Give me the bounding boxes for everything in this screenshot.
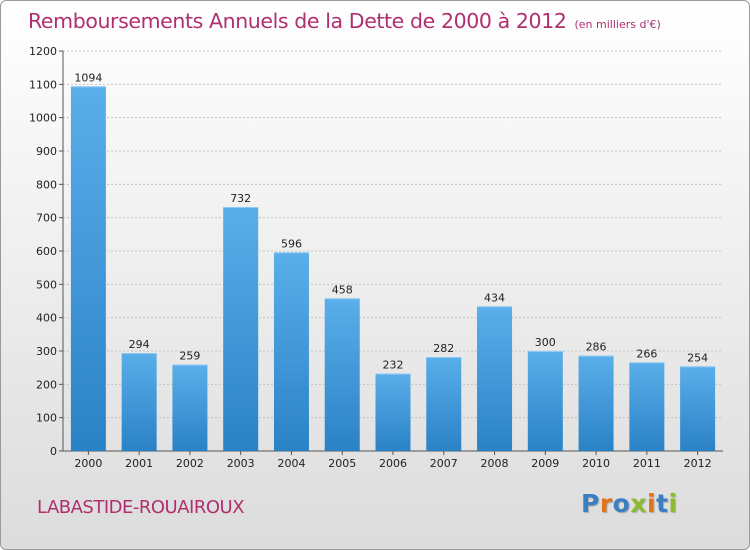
- data-label: 434: [484, 291, 505, 304]
- bar-group: 458: [324, 283, 360, 451]
- y-tick-label: 1000: [29, 112, 57, 125]
- y-tick-label: 1100: [29, 78, 57, 91]
- data-label: 458: [332, 283, 353, 296]
- y-tick-label: 400: [36, 312, 57, 325]
- bar-group: 266: [629, 347, 665, 451]
- data-label: 732: [230, 192, 251, 205]
- bar: [527, 351, 563, 451]
- x-tick-label: 2000: [74, 457, 102, 470]
- bar-group: 300: [527, 336, 563, 451]
- y-tick-label: 500: [36, 278, 57, 291]
- x-tick-label: 2005: [328, 457, 356, 470]
- logo-letter: t: [656, 489, 669, 518]
- bar: [273, 252, 309, 451]
- bar-group: 294: [121, 338, 157, 451]
- x-tick-label: 2007: [430, 457, 458, 470]
- y-tick-label: 800: [36, 178, 57, 191]
- bar-group: 254: [680, 351, 716, 451]
- y-tick-label: 200: [36, 378, 57, 391]
- x-tick-label: 2012: [684, 457, 712, 470]
- x-tick-label: 2001: [125, 457, 153, 470]
- proxiti-logo: Proxiti: [581, 489, 678, 518]
- logo-letter: o: [612, 489, 631, 518]
- bar-group: 259: [172, 350, 208, 451]
- bar: [70, 86, 106, 451]
- y-tick-label: 0: [50, 445, 57, 458]
- bar: [477, 306, 513, 451]
- data-label: 286: [586, 341, 607, 354]
- x-tick-label: 2002: [176, 457, 204, 470]
- bar-group: 286: [578, 341, 614, 451]
- unit-label: (en milliers d'€): [574, 18, 661, 31]
- bar: [172, 364, 208, 451]
- bar-group: 1094: [70, 71, 106, 451]
- x-tick-label: 2010: [582, 457, 610, 470]
- y-tick-label: 600: [36, 245, 57, 258]
- bar: [629, 362, 665, 451]
- logo-letter: P: [581, 489, 600, 518]
- y-tick-label: 300: [36, 345, 57, 358]
- y-tick-label: 700: [36, 212, 57, 225]
- x-tick-label: 2011: [633, 457, 661, 470]
- bar: [324, 298, 360, 451]
- bar-group: 434: [477, 291, 513, 451]
- bar: [223, 207, 259, 451]
- commune-name: LABASTIDE-ROUAIROUX: [37, 497, 245, 518]
- chart-title-text: Remboursements Annuels de la Dette de 20…: [28, 9, 567, 33]
- data-label: 1094: [74, 71, 102, 84]
- bar: [121, 353, 157, 451]
- x-tick-label: 2003: [227, 457, 255, 470]
- data-label: 259: [179, 350, 200, 363]
- bar-group: 732: [223, 192, 259, 451]
- y-tick-label: 900: [36, 145, 57, 158]
- data-label: 254: [687, 351, 708, 364]
- chart-title: Remboursements Annuels de la Dette de 20…: [28, 9, 661, 33]
- data-label: 232: [383, 359, 404, 372]
- data-label: 596: [281, 237, 302, 250]
- y-tick-label: 1200: [29, 45, 57, 58]
- bar: [426, 357, 462, 451]
- bar-group: 232: [375, 359, 411, 451]
- x-tick-label: 2009: [531, 457, 559, 470]
- data-label: 282: [433, 342, 454, 355]
- bar-group: 596: [273, 237, 309, 451]
- x-tick-label: 2004: [277, 457, 305, 470]
- data-label: 300: [535, 336, 556, 349]
- logo-letter: x: [630, 489, 647, 518]
- data-label: 266: [636, 347, 657, 360]
- bar: [375, 373, 411, 451]
- bar: [680, 366, 716, 451]
- y-tick-label: 100: [36, 412, 57, 425]
- logo-letter: r: [599, 489, 613, 518]
- logo-letter: i: [647, 489, 657, 518]
- x-tick-label: 2008: [481, 457, 509, 470]
- logo-letter: i: [668, 489, 678, 518]
- bar: [578, 355, 614, 451]
- data-label: 294: [129, 338, 150, 351]
- bar-group: 282: [426, 342, 462, 451]
- x-tick-label: 2006: [379, 457, 407, 470]
